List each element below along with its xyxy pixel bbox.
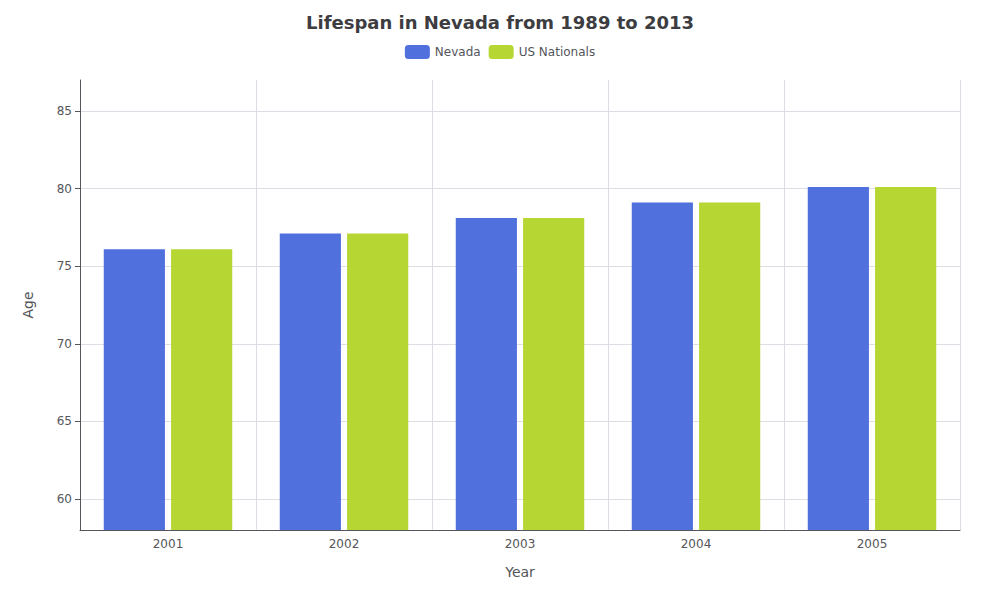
svg-text:60: 60 xyxy=(57,492,72,506)
svg-text:2003: 2003 xyxy=(505,537,536,551)
svg-text:70: 70 xyxy=(57,337,72,351)
svg-text:Year: Year xyxy=(504,564,535,580)
svg-text:Age: Age xyxy=(20,291,36,318)
svg-text:Lifespan in Nevada from 1989 t: Lifespan in Nevada from 1989 to 2013 xyxy=(306,12,694,33)
svg-text:2001: 2001 xyxy=(153,537,184,551)
svg-text:75: 75 xyxy=(57,259,72,273)
svg-text:Nevada: Nevada xyxy=(435,45,481,59)
svg-text:2004: 2004 xyxy=(681,537,712,551)
svg-text:65: 65 xyxy=(57,414,72,428)
svg-text:80: 80 xyxy=(57,182,72,196)
svg-text:2002: 2002 xyxy=(329,537,360,551)
svg-text:85: 85 xyxy=(57,104,72,118)
svg-text:2005: 2005 xyxy=(857,537,888,551)
svg-text:US Nationals: US Nationals xyxy=(519,45,595,59)
